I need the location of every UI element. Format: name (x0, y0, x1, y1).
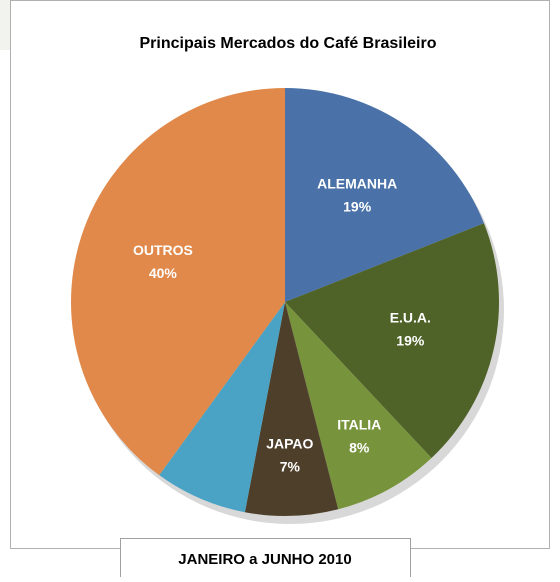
pie (71, 88, 500, 516)
slice-value-label: 8% (349, 440, 370, 456)
slice-value-label: 19% (343, 199, 372, 215)
pie-slice (285, 302, 432, 510)
subtitle-box (120, 538, 411, 582)
slice-value-label: 19% (396, 333, 425, 349)
slice-label: ITALIA (337, 417, 381, 433)
slice-label: OUTROS (133, 242, 193, 258)
chart-subtitle: JANEIRO a JUNHO 2010 (178, 551, 351, 568)
pie-slice (71, 88, 285, 476)
pie-slice (244, 302, 339, 516)
pie-slice (285, 88, 484, 302)
slice-label: JAPAO (266, 436, 313, 452)
pie-slice (285, 223, 500, 458)
chart-title: Principais Mercados do Café Brasileiro (140, 35, 437, 52)
slice-label: ALEMANHA (317, 176, 397, 192)
slice-value-label: 7% (280, 459, 301, 475)
slice-label: E.U.A. (390, 310, 431, 326)
pie-slice (159, 302, 285, 513)
slice-value-label: 40% (149, 265, 178, 281)
